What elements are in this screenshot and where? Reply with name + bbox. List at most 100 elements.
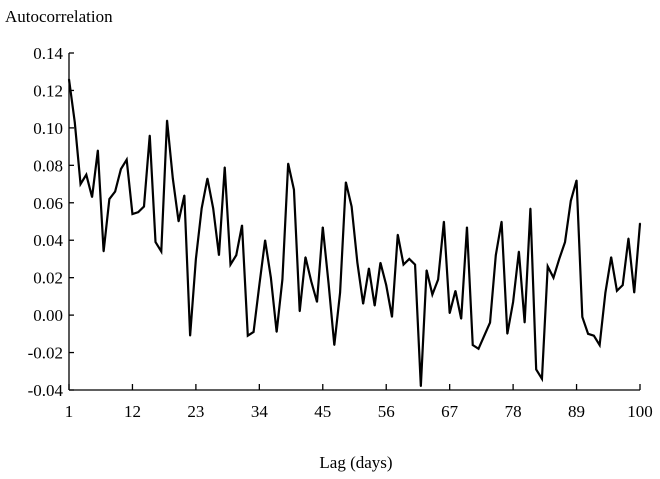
x-tick-label: 34 (251, 402, 269, 421)
data-point (120, 168, 122, 170)
data-point (500, 220, 503, 223)
data-point (362, 303, 364, 305)
data-point (148, 134, 151, 137)
data-point (293, 188, 295, 191)
data-point (437, 278, 439, 281)
x-tick-label: 67 (441, 402, 459, 421)
data-point (333, 344, 336, 346)
data-point (368, 267, 370, 270)
data-point (529, 207, 532, 210)
data-point (385, 284, 388, 286)
data-point (477, 348, 480, 350)
data-point (73, 121, 76, 124)
data-point (212, 207, 214, 210)
data-point (270, 276, 272, 279)
y-tick-label: 0.10 (33, 119, 63, 138)
data-point (431, 293, 434, 296)
data-point (247, 334, 249, 337)
data-point (489, 321, 491, 324)
data-point (512, 301, 514, 303)
data-point (639, 222, 641, 225)
x-tick-label: 23 (187, 402, 204, 421)
y-axis: -0.04 -0.02 0.00 0.02 0.04 0.06 0.08 0.10 0.12 0.… (28, 44, 74, 400)
data-point (97, 149, 99, 152)
data-point (189, 334, 191, 337)
data-point (558, 258, 561, 260)
data-point (143, 205, 145, 208)
data-point (408, 258, 411, 260)
data-point (218, 254, 220, 256)
data-point (258, 284, 261, 286)
data-point (564, 241, 566, 243)
y-tick-label: 0.06 (33, 194, 63, 213)
data-point (448, 312, 451, 315)
data-point (396, 233, 399, 236)
data-point (616, 289, 618, 292)
y-tick-label: 0.04 (33, 231, 63, 250)
data-point (339, 291, 341, 294)
y-tick-label: 0.02 (33, 269, 63, 288)
data-point (402, 263, 405, 266)
data-point (471, 344, 474, 346)
data-point (235, 254, 238, 256)
data-point (172, 177, 174, 180)
data-point (166, 119, 168, 122)
data-point (391, 316, 393, 318)
data-point (108, 198, 111, 200)
data-point (454, 289, 457, 292)
data-point (460, 318, 463, 320)
x-tick-label: 78 (505, 402, 522, 421)
plot-area (67, 78, 642, 388)
x-tick-label: 100 (627, 402, 653, 421)
data-point (275, 331, 278, 333)
data-point (114, 190, 116, 193)
data-point (125, 158, 128, 161)
data-point (241, 224, 243, 227)
data-point (627, 237, 630, 240)
data-point (200, 207, 203, 210)
data-point (85, 173, 88, 176)
data-point (298, 310, 301, 313)
x-axis: 1 12 23 34 45 56 67 78 89 100 (65, 384, 653, 421)
data-point (523, 321, 526, 324)
data-point (466, 226, 468, 228)
data-point (569, 200, 572, 202)
y-tick-label: 0.14 (33, 44, 63, 63)
data-point (321, 226, 324, 228)
data-point (535, 368, 537, 371)
data-point (356, 261, 359, 264)
y-tick-label: 0.12 (33, 81, 63, 100)
data-point (304, 256, 307, 258)
data-point (264, 239, 266, 242)
data-point (373, 304, 376, 307)
y-tick-label: -0.04 (28, 381, 64, 400)
data-point (137, 211, 140, 213)
data-point (183, 194, 186, 197)
data-point (546, 265, 549, 268)
data-point (443, 220, 445, 223)
autocorrelation-series-line (67, 79, 642, 387)
y-tick-label: 0.08 (33, 156, 63, 175)
data-point (604, 291, 607, 294)
data-point (345, 181, 347, 183)
data-point (581, 316, 584, 318)
data-point (541, 377, 543, 380)
data-point (281, 278, 284, 281)
x-tick-label: 12 (124, 402, 141, 421)
data-point (102, 250, 105, 253)
data-point (79, 183, 82, 185)
data-point (593, 334, 595, 337)
data-point (379, 261, 382, 264)
x-tick-label: 89 (568, 402, 585, 421)
data-point (483, 334, 486, 337)
data-point (420, 385, 422, 388)
x-tick-label: 1 (65, 402, 74, 421)
data-point (252, 331, 255, 333)
data-point (310, 280, 313, 283)
data-point (131, 213, 134, 215)
x-axis-title: Lag (days) (319, 453, 392, 472)
x-tick-label: 45 (314, 402, 331, 421)
data-point (598, 344, 601, 346)
data-point (518, 250, 520, 253)
